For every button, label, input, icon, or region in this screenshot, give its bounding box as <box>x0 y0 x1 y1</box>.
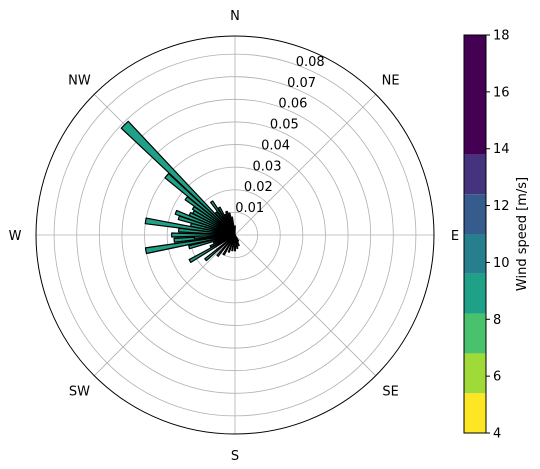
colorbar-tick-label: 14 <box>493 142 510 157</box>
wind-bar <box>234 234 240 242</box>
direction-label: SW <box>69 385 90 400</box>
direction-label: SE <box>382 385 398 400</box>
radial-tick-label: 0.07 <box>287 76 316 91</box>
direction-label: N <box>230 9 240 24</box>
colorbar-tick-label: 8 <box>493 313 501 328</box>
colorbar-bin <box>464 154 486 195</box>
colorbar-tick-label: 6 <box>493 370 501 385</box>
colorbar-bin <box>464 313 486 354</box>
wind-bars <box>120 120 240 264</box>
colorbar-bin <box>464 194 486 234</box>
radial-tick-label: 0.02 <box>244 180 273 195</box>
direction-label: NW <box>68 73 91 88</box>
colorbar-tick-label: 16 <box>493 85 510 100</box>
radial-tick-label: 0.05 <box>270 118 299 133</box>
radial-tick-label: 0.04 <box>261 138 290 153</box>
colorbar-bin <box>464 393 486 433</box>
colorbar-bin <box>464 35 486 155</box>
wind-bar <box>204 234 236 262</box>
colorbar-bin <box>464 353 486 394</box>
wind-bar <box>144 234 236 255</box>
grid-spoke <box>234 94 376 236</box>
wind-bar <box>222 234 236 256</box>
colorbar-tick-label: 18 <box>493 29 510 44</box>
radial-tick-label: 0.01 <box>235 201 264 216</box>
colorbar: 4 6 8 10 12 14 16 18 Wind speed [m/s] <box>463 29 530 442</box>
direction-label: E <box>451 229 459 244</box>
direction-labels: N NE E SE S SW W NW <box>9 9 460 464</box>
radial-tick-labels: 0.01 0.02 0.03 0.04 0.05 0.06 0.07 0.08 <box>235 55 324 216</box>
polar-grid <box>36 36 434 434</box>
wind-bar <box>216 234 236 257</box>
wind-bar <box>188 234 236 264</box>
radial-tick-label: 0.03 <box>253 159 282 174</box>
direction-label: S <box>231 449 239 464</box>
colorbar-bin <box>464 234 486 274</box>
polar-outer-frame <box>35 35 435 435</box>
wind-bar <box>230 216 236 236</box>
wind-bar <box>120 120 236 236</box>
radial-tick-label: 0.06 <box>278 97 307 112</box>
colorbar-tick-label: 10 <box>493 256 510 271</box>
grid-spoke <box>234 234 376 376</box>
colorbar-tick-label: 12 <box>493 199 510 214</box>
wind-bar <box>164 172 236 236</box>
wind-bar <box>233 234 237 252</box>
direction-label: NE <box>382 73 400 88</box>
colorbar-bin <box>464 273 486 314</box>
wind-bar <box>210 200 236 236</box>
wind-bar <box>188 234 236 250</box>
wind-bar <box>234 225 236 236</box>
colorbar-tick-label: 4 <box>493 427 501 442</box>
colorbar-frame <box>463 34 487 434</box>
wind-bar <box>171 232 236 238</box>
grid-spoke <box>94 234 236 376</box>
radial-tick-label: 0.08 <box>296 55 325 70</box>
direction-label: W <box>9 229 22 244</box>
colorbar-label: Wind speed [m/s] <box>515 177 530 291</box>
